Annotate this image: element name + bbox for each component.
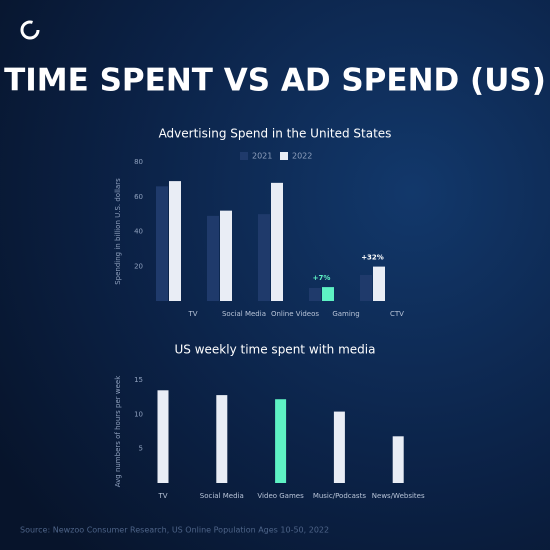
y-axis-label: Avg numbers of hours per week: [114, 375, 122, 487]
x-tick-label: CTV: [390, 310, 404, 318]
bar: [322, 287, 334, 301]
bar: [271, 182, 283, 301]
legend-label: 2021: [252, 152, 272, 161]
x-tick-label: News/Websites: [372, 492, 425, 500]
legend-label: 2022: [292, 152, 312, 161]
bar: [360, 274, 372, 301]
x-tick-label: Video Games: [257, 492, 304, 500]
source-note: Source: Newzoo Consumer Research, US Onl…: [20, 526, 329, 535]
bar: [309, 287, 321, 301]
bar: [333, 411, 345, 483]
page-title: TIME SPENT VS AD SPEND (US): [4, 63, 546, 99]
y-tick-label: 15: [134, 376, 143, 384]
y-tick-label: 60: [134, 193, 143, 201]
growth-annotation: +7%: [313, 274, 331, 282]
bar: [216, 395, 228, 483]
x-tick-label: Music/Podcasts: [313, 492, 367, 500]
bar: [207, 215, 219, 301]
y-tick-label: 5: [139, 445, 143, 453]
growth-annotation: +32%: [361, 254, 384, 262]
x-tick-label: Gaming: [332, 310, 359, 318]
bar: [220, 210, 232, 301]
legend-swatch: [280, 152, 288, 160]
y-tick-label: 20: [134, 262, 143, 270]
x-tick-label: Online Videos: [271, 310, 319, 318]
y-axis-label: Spending in billion U.S. dollars: [114, 178, 122, 285]
y-tick-label: 10: [134, 410, 143, 418]
bar: [392, 436, 404, 483]
x-tick-label: TV: [187, 310, 197, 318]
bar: [258, 214, 270, 301]
x-tick-label: TV: [157, 492, 167, 500]
bar: [157, 390, 169, 483]
bar: [169, 181, 181, 301]
logo: [20, 20, 40, 40]
x-tick-label: Social Media: [200, 492, 244, 500]
x-tick-label: Social Media: [222, 310, 266, 318]
bar: [373, 266, 385, 301]
bar: [275, 399, 287, 483]
chart-title: Advertising Spend in the United States: [159, 127, 392, 141]
chart-title: US weekly time spent with media: [175, 343, 376, 357]
bar: [156, 186, 168, 301]
y-tick-label: 40: [134, 228, 143, 236]
y-tick-label: 80: [134, 158, 143, 166]
legend-swatch: [240, 152, 248, 160]
